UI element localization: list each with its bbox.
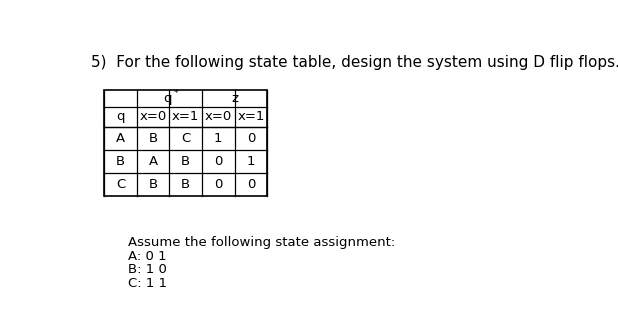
Text: B: 1 0: B: 1 0 [128, 263, 166, 276]
Text: x=0: x=0 [205, 110, 232, 123]
Text: 1: 1 [247, 155, 255, 168]
Text: B: B [116, 155, 125, 168]
Text: B: B [181, 155, 190, 168]
Text: C: C [181, 132, 190, 145]
Text: 1: 1 [214, 132, 222, 145]
Text: A: A [116, 132, 125, 145]
Text: q: q [116, 110, 125, 123]
Text: 0: 0 [247, 132, 255, 145]
Text: x=0: x=0 [140, 110, 167, 123]
Text: B: B [149, 132, 158, 145]
Text: A: 0 1: A: 0 1 [128, 250, 166, 263]
Text: x=1: x=1 [237, 110, 265, 123]
Text: z: z [231, 92, 238, 105]
Bar [104, 90, 267, 196]
Text: C: 1 1: C: 1 1 [128, 277, 167, 290]
Text: B: B [181, 178, 190, 191]
Text: 0: 0 [214, 155, 222, 168]
Text: Assume the following state assignment:: Assume the following state assignment: [128, 236, 395, 249]
Text: 5)  For the following state table, design the system using D flip flops.: 5) For the following state table, design… [91, 54, 618, 69]
Text: A: A [149, 155, 158, 168]
Text: x=1: x=1 [172, 110, 200, 123]
Text: *: * [174, 89, 178, 98]
Text: B: B [149, 178, 158, 191]
Text: 0: 0 [247, 178, 255, 191]
Text: C: C [116, 178, 125, 191]
Text: q: q [164, 92, 172, 105]
Text: 0: 0 [214, 178, 222, 191]
